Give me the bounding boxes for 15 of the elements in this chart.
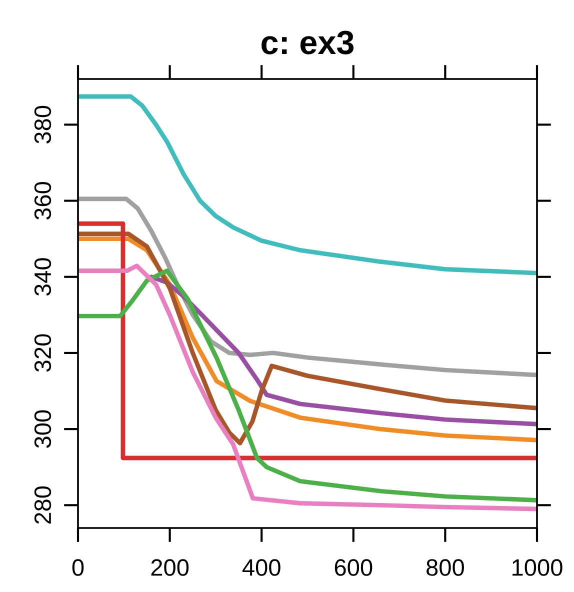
- line-series: [78, 94, 537, 276]
- y-tick-label: 380: [34, 106, 52, 144]
- y-tick-label: 280: [34, 486, 52, 524]
- x-tick-label: 600: [334, 559, 372, 576]
- x-tick-label: 800: [426, 559, 464, 576]
- x-tick-label: 200: [151, 559, 189, 576]
- y-tick-label: 360: [34, 182, 52, 220]
- y-tick-label: 300: [34, 410, 52, 448]
- line-series: [149, 274, 537, 426]
- x-tick-label: 0: [72, 559, 84, 576]
- chart-title: c: ex3: [262, 30, 354, 54]
- y-tick-label: 340: [34, 258, 52, 296]
- x-tick-label: 400: [242, 559, 280, 576]
- x-tick-label: 1000: [512, 559, 562, 576]
- y-tick-label: 320: [34, 334, 52, 372]
